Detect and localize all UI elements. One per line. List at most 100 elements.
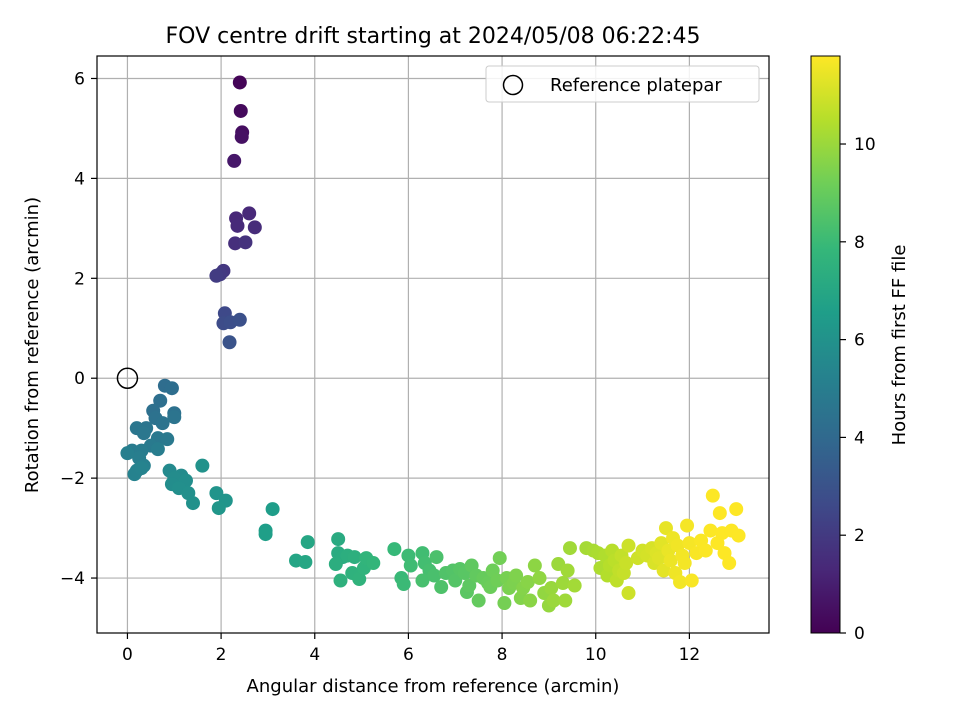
data-point	[703, 523, 718, 538]
data-point	[415, 573, 430, 588]
data-point	[434, 580, 449, 595]
data-point	[546, 593, 561, 608]
data-point	[232, 312, 247, 327]
data-point	[209, 486, 224, 501]
data-point	[247, 220, 262, 235]
plot-frame	[96, 55, 770, 634]
data-point	[209, 268, 224, 283]
data-point	[722, 556, 737, 571]
data-point	[387, 542, 402, 557]
chart-title: FOV centre drift starting at 2024/05/08 …	[166, 24, 701, 49]
y-tick-label: 0	[74, 369, 85, 389]
data-point	[211, 501, 226, 516]
y-tick-label: 4	[74, 169, 85, 189]
data-point	[232, 75, 247, 90]
data-point	[234, 129, 249, 144]
data-point	[558, 593, 573, 608]
data-point	[242, 206, 257, 221]
data-point	[680, 518, 695, 533]
data-point	[684, 573, 699, 588]
data-point	[560, 563, 575, 578]
data-point	[462, 578, 477, 593]
data-point	[352, 572, 367, 587]
data-point	[331, 532, 346, 547]
data-point	[677, 556, 692, 571]
data-point	[167, 410, 182, 425]
data-point	[427, 568, 442, 583]
data-point	[712, 506, 727, 521]
reference-marker-group	[116, 367, 139, 389]
data-point	[523, 593, 538, 608]
data-point	[471, 593, 486, 608]
x-tick-label: 8	[497, 645, 508, 665]
colorbar	[810, 55, 841, 634]
data-point	[448, 573, 463, 588]
colorbar-tick-label: 6	[854, 331, 865, 351]
x-tick-label: 4	[309, 645, 320, 665]
data-point	[403, 558, 418, 573]
colorbar-ticks: 0 2 4 6 8 10	[840, 135, 876, 644]
x-tick-label: 12	[679, 645, 701, 665]
legend-marker-icon	[502, 74, 524, 96]
data-point	[160, 432, 175, 447]
x-tick-label: 6	[403, 645, 414, 665]
data-point	[527, 558, 542, 573]
data-point	[651, 551, 666, 566]
data-point	[544, 581, 559, 596]
data-point	[164, 381, 179, 396]
data-point	[532, 571, 547, 586]
data-point	[497, 596, 512, 611]
data-point	[619, 556, 634, 571]
data-point	[238, 235, 253, 250]
data-point	[120, 446, 135, 461]
data-point	[673, 575, 688, 590]
data-point	[562, 541, 577, 556]
data-point	[520, 575, 535, 590]
data-point	[429, 550, 444, 565]
data-point	[228, 236, 243, 251]
data-point	[233, 103, 248, 118]
data-point	[555, 576, 570, 591]
data-point	[155, 416, 170, 431]
data-point	[222, 335, 237, 350]
y-tick-label: 6	[74, 69, 85, 89]
data-point	[366, 556, 381, 571]
colorbar-tick-label: 0	[854, 624, 865, 644]
data-point	[227, 153, 242, 168]
data-point	[682, 536, 697, 551]
legend-box	[485, 65, 760, 103]
data-point	[230, 218, 245, 233]
colorbar-tick-label: 10	[854, 135, 876, 155]
x-axis-ticks: 0 2 4 6 8 10 12	[122, 633, 700, 665]
data-point	[265, 502, 280, 517]
y-axis-ticks: −4 −2 0 2 4 6	[60, 69, 97, 589]
colorbar-tick-label: 2	[854, 526, 865, 546]
data-point	[136, 426, 151, 441]
legend-label: Reference platepar	[550, 75, 722, 96]
y-axis-label: Rotation from reference (arcmin)	[22, 197, 43, 493]
data-point	[663, 553, 678, 568]
x-axis-label: Angular distance from reference (arcmin)	[247, 676, 620, 697]
y-tick-label: 2	[74, 269, 85, 289]
legend: Reference platepar	[485, 65, 760, 103]
data-point	[153, 393, 168, 408]
data-point	[328, 557, 343, 572]
data-point	[656, 563, 671, 578]
y-tick-label: −4	[60, 569, 85, 589]
data-point	[300, 535, 315, 550]
colorbar-tick-label: 8	[854, 233, 865, 253]
data-point	[347, 550, 362, 565]
data-point	[729, 502, 744, 517]
data-point	[258, 527, 273, 542]
data-point	[698, 543, 713, 558]
colorbar-label: Hours from first FF file	[889, 245, 910, 446]
data-point	[621, 538, 636, 553]
x-tick-label: 2	[216, 645, 227, 665]
data-point	[658, 521, 673, 536]
data-point	[731, 528, 746, 543]
x-tick-label: 0	[122, 645, 133, 665]
data-point	[705, 488, 720, 503]
data-point	[195, 458, 210, 473]
data-point	[396, 577, 411, 592]
